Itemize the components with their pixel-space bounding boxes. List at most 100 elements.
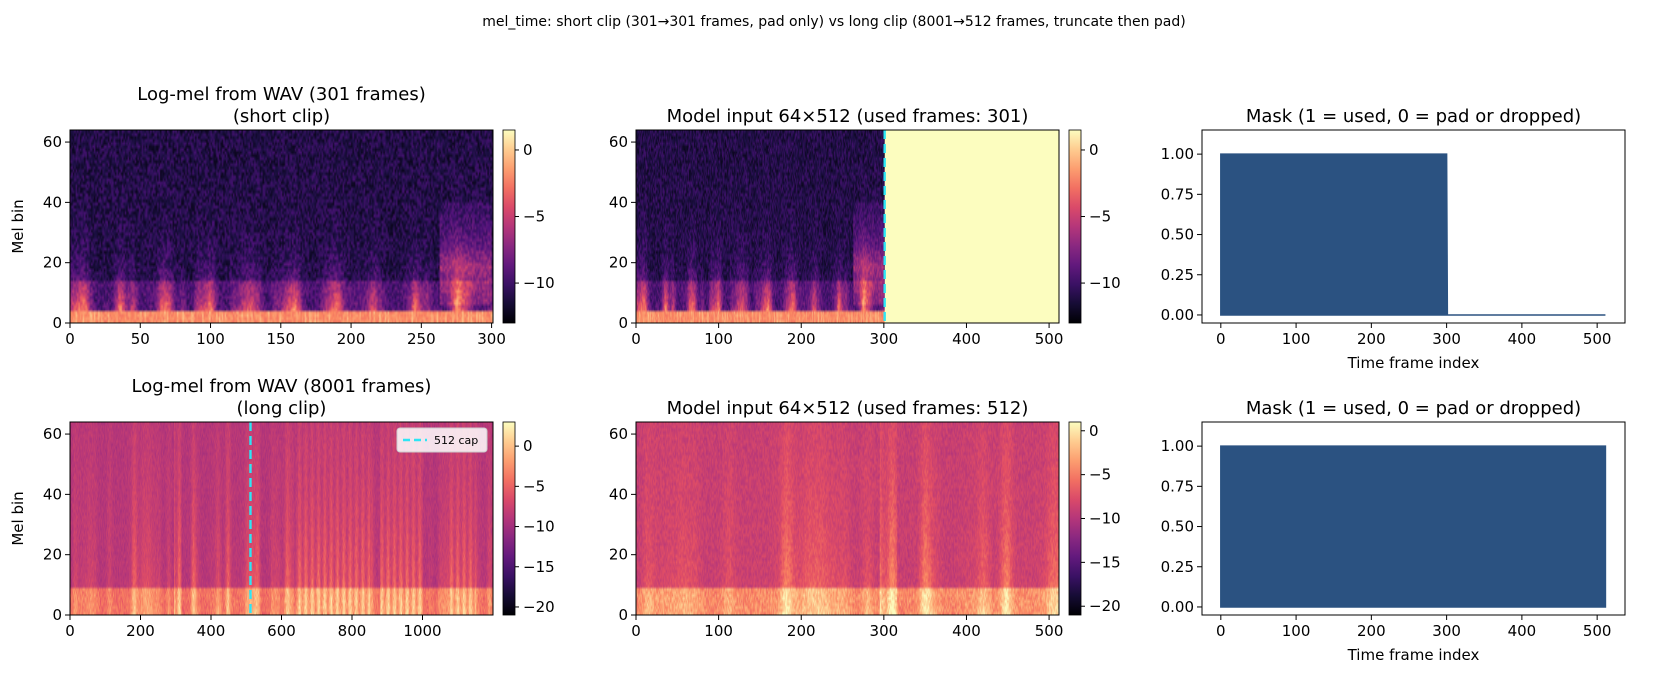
subplot-p02: Mask (1 = used, 0 = pad or dropped) 0 100 2…	[1161, 106, 1626, 372]
mask-area	[1220, 445, 1607, 608]
x-tick-label: 0	[631, 622, 641, 640]
x-tick-label: 500	[1035, 622, 1064, 640]
y-tick-label: 40	[609, 193, 628, 211]
x-tick-label: 400	[1508, 622, 1537, 640]
colorbar-tick-label: −10	[523, 274, 555, 292]
y-axis-label: Mel bin	[9, 199, 27, 253]
x-tick-label: 500	[1035, 330, 1064, 348]
axes-frame	[635, 421, 1060, 616]
colorbar	[502, 421, 516, 616]
x-tick-label: 800	[338, 622, 367, 640]
spectrogram-image	[70, 422, 493, 615]
colorbar-tick-label: −15	[523, 558, 555, 576]
x-tick-label: 200	[1357, 330, 1386, 348]
x-tick-label: 500	[1583, 330, 1612, 348]
axes-frame	[69, 129, 494, 324]
y-tick-label: 0	[52, 606, 62, 624]
x-tick-label: 200	[787, 330, 816, 348]
y-tick-label: 60	[43, 425, 62, 443]
x-tick-label: 200	[337, 330, 366, 348]
colorbar-tick-label: 0	[523, 141, 533, 159]
y-tick-label: 40	[609, 485, 628, 503]
y-tick-label: 40	[43, 485, 62, 503]
subplot-title: (long clip)	[237, 398, 327, 419]
y-tick-label: 20	[43, 546, 62, 564]
figure-suptitle: mel_time: short clip (301→301 frames, pa…	[482, 14, 1185, 30]
colorbar-tick-label: −10	[523, 518, 555, 536]
subplot-title: Mask (1 = used, 0 = pad or dropped)	[1246, 106, 1581, 127]
colorbar	[1068, 129, 1082, 324]
colorbar-tick-label: −5	[1089, 208, 1111, 226]
colorbar-tick-label: 0	[1089, 141, 1099, 159]
x-tick-label: 0	[631, 330, 641, 348]
y-tick-label: 20	[609, 254, 628, 272]
colorbar	[502, 129, 516, 324]
x-tick-label: 100	[1282, 622, 1311, 640]
subplot-title: Log-mel from WAV (301 frames)	[137, 84, 425, 105]
x-tick-label: 600	[267, 622, 296, 640]
subplot-p11: Model input 64×512 (used frames: 512) 0 −5…	[609, 398, 1121, 640]
y-tick-label: 0	[52, 314, 62, 332]
x-tick-label: 0	[1216, 622, 1226, 640]
x-tick-label: 300	[870, 622, 899, 640]
colorbar-tick-label: 0	[1089, 422, 1099, 440]
spectrogram-image	[70, 130, 493, 323]
legend-label: 512 cap	[434, 434, 478, 447]
y-tick-label: 1.00	[1161, 145, 1194, 163]
x-tick-label: 300	[1432, 330, 1461, 348]
x-tick-label: 400	[952, 622, 981, 640]
spectrogram-image	[636, 422, 1059, 615]
y-tick-label: 60	[609, 133, 628, 151]
subplot-grid: Log-mel from WAV (301 frames)(short clip…	[9, 84, 1626, 664]
y-axis-label: Mel bin	[9, 491, 27, 545]
y-tick-label: 40	[43, 193, 62, 211]
colorbar-tick-label: −15	[1089, 553, 1121, 571]
y-tick-label: 0.25	[1161, 266, 1194, 284]
colorbar-tick-label: −10	[1089, 274, 1121, 292]
y-tick-label: 0.25	[1161, 558, 1194, 576]
y-tick-label: 0.50	[1161, 226, 1194, 244]
legend: 512 cap	[396, 427, 488, 453]
mask-area	[1220, 153, 1606, 316]
colorbar-tick-label: −20	[523, 598, 555, 616]
y-tick-label: 0.00	[1161, 306, 1194, 324]
x-axis-label: Time frame index	[1347, 646, 1480, 664]
x-tick-label: 1000	[403, 622, 441, 640]
subplot-p12: Mask (1 = used, 0 = pad or dropped) 0 100 2…	[1161, 398, 1626, 664]
colorbar-tick-label: −20	[1089, 597, 1121, 615]
x-tick-label: 0	[1216, 330, 1226, 348]
x-tick-label: 300	[870, 330, 899, 348]
subplot-title: Model input 64×512 (used frames: 301)	[667, 106, 1029, 127]
y-tick-label: 1.00	[1161, 437, 1194, 455]
axes-frame	[635, 129, 1060, 324]
y-tick-label: 60	[609, 425, 628, 443]
subplot-title: Log-mel from WAV (8001 frames)	[132, 376, 432, 397]
x-tick-label: 0	[65, 622, 75, 640]
y-tick-label: 20	[43, 254, 62, 272]
colorbar-tick-label: 0	[523, 437, 533, 455]
y-tick-label: 0	[618, 314, 628, 332]
subplot-title: (short clip)	[233, 106, 330, 127]
subplot-title: Mask (1 = used, 0 = pad or dropped)	[1246, 398, 1581, 419]
x-tick-label: 300	[477, 330, 506, 348]
axes-frame	[1201, 129, 1626, 324]
colorbar-tick-label: −5	[523, 477, 545, 495]
x-tick-label: 250	[407, 330, 436, 348]
y-tick-label: 20	[609, 546, 628, 564]
subplot-title: Model input 64×512 (used frames: 512)	[667, 398, 1029, 419]
x-axis-label: Time frame index	[1347, 354, 1480, 372]
x-tick-label: 200	[126, 622, 155, 640]
x-tick-label: 500	[1583, 622, 1612, 640]
subplot-p01: Model input 64×512 (used frames: 301) 0 −5…	[609, 106, 1121, 348]
y-tick-label: 0.50	[1161, 518, 1194, 536]
colorbar	[1068, 421, 1082, 616]
x-tick-label: 400	[1508, 330, 1537, 348]
x-tick-label: 100	[704, 622, 733, 640]
x-tick-label: 150	[266, 330, 295, 348]
y-tick-label: 0.75	[1161, 185, 1194, 203]
x-tick-label: 400	[952, 330, 981, 348]
x-tick-label: 400	[197, 622, 226, 640]
y-tick-label: 60	[43, 133, 62, 151]
x-tick-label: 200	[1357, 622, 1386, 640]
